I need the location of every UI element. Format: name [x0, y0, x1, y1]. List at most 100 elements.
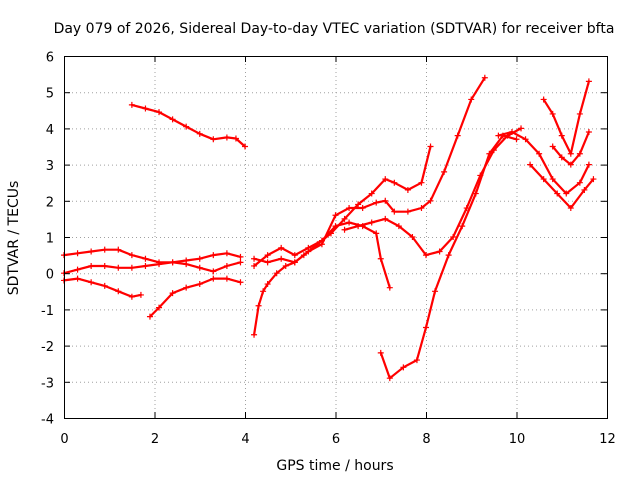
data-point [237, 279, 244, 286]
data-point [196, 130, 203, 137]
data-point [74, 250, 81, 257]
y-axis-tick-labels: -4 -3 -2 -1 0 1 2 3 4 5 6 [41, 51, 54, 428]
data-series-8 [251, 219, 393, 291]
data-point [576, 150, 583, 157]
data-point [513, 136, 520, 143]
data-point [146, 313, 153, 320]
data-point [576, 179, 583, 186]
data-series-14 [549, 129, 592, 168]
chart-title: Day 079 of 2026, Sidereal Day-to-day VTE… [54, 21, 615, 37]
series-line [130, 103, 247, 148]
data-point [115, 288, 122, 295]
x-tick-label: 10 [509, 432, 526, 447]
data-series-10 [377, 132, 520, 382]
x-tick-label: 2 [151, 432, 159, 447]
y-tick-label: 1 [46, 232, 54, 247]
data-point [210, 268, 217, 275]
data-point [540, 96, 547, 103]
data-point [88, 248, 95, 255]
data-point [341, 215, 348, 222]
data-point [156, 109, 163, 116]
series-line [148, 277, 242, 318]
data-point [223, 134, 230, 141]
x-tick-label: 12 [599, 432, 616, 447]
y-tick-label: -4 [41, 413, 54, 428]
data-point [404, 186, 411, 193]
data-series-1 [128, 101, 248, 150]
series-line [62, 277, 142, 298]
data-point [567, 150, 574, 157]
data-point [377, 349, 384, 356]
data-point [495, 132, 502, 139]
series-line [528, 163, 595, 210]
y-axis-label: SDTVAR / TECUs [6, 181, 22, 296]
y-tick-label: -3 [41, 376, 54, 391]
data-series-4 [61, 275, 144, 300]
data-point [128, 264, 135, 271]
series-line [253, 76, 486, 264]
data-point [590, 176, 597, 183]
data-point [522, 136, 529, 143]
data-point [423, 252, 429, 259]
data-point [223, 262, 230, 269]
data-point [391, 179, 398, 186]
data-series-13 [540, 78, 592, 157]
data-point [359, 205, 366, 212]
grid-lines [64, 56, 607, 418]
y-tick-label: 2 [46, 195, 54, 210]
data-point [282, 262, 289, 269]
data-point [468, 96, 475, 103]
data-point [567, 161, 574, 168]
series-line [542, 80, 591, 155]
data-point [137, 291, 144, 298]
data-point [237, 259, 244, 266]
data-point [74, 275, 81, 282]
data-point [183, 284, 190, 291]
data-point [142, 255, 149, 262]
data-point [585, 78, 592, 85]
data-point [242, 143, 248, 150]
data-point [264, 259, 271, 266]
data-point [255, 302, 262, 309]
data-point [115, 246, 122, 253]
data-point [346, 205, 353, 212]
data-point [382, 176, 389, 183]
data-point [418, 179, 425, 186]
data-point [436, 248, 443, 255]
data-point [273, 270, 280, 277]
x-tick-label: 0 [60, 432, 68, 447]
data-point [183, 261, 190, 268]
y-tick-label: 4 [46, 123, 54, 138]
data-point [508, 129, 515, 136]
data-point [128, 293, 135, 300]
y-tick-label: 0 [46, 268, 54, 283]
data-point [558, 154, 565, 161]
data-point [251, 331, 258, 338]
y-tick-label: 3 [46, 159, 54, 174]
data-point [450, 234, 457, 240]
data-point [142, 105, 149, 112]
data-point [318, 237, 325, 244]
data-point [264, 252, 271, 259]
x-tick-label: 4 [241, 432, 249, 447]
data-point [355, 223, 362, 230]
data-point [563, 190, 570, 197]
data-point [260, 288, 267, 295]
data-point [74, 266, 81, 273]
x-tick-label: 6 [332, 432, 340, 447]
data-point [169, 290, 176, 297]
data-series-layer [61, 74, 597, 382]
data-point [291, 259, 298, 266]
data-point [264, 281, 271, 288]
data-point [554, 190, 561, 197]
data-point [558, 132, 565, 139]
data-point [518, 125, 525, 132]
data-point [251, 262, 258, 269]
series-line [253, 221, 391, 289]
y-tick-label: 6 [46, 51, 54, 66]
data-series-5 [146, 275, 244, 320]
data-point [196, 264, 203, 271]
data-point [427, 143, 434, 150]
data-point [332, 223, 339, 230]
